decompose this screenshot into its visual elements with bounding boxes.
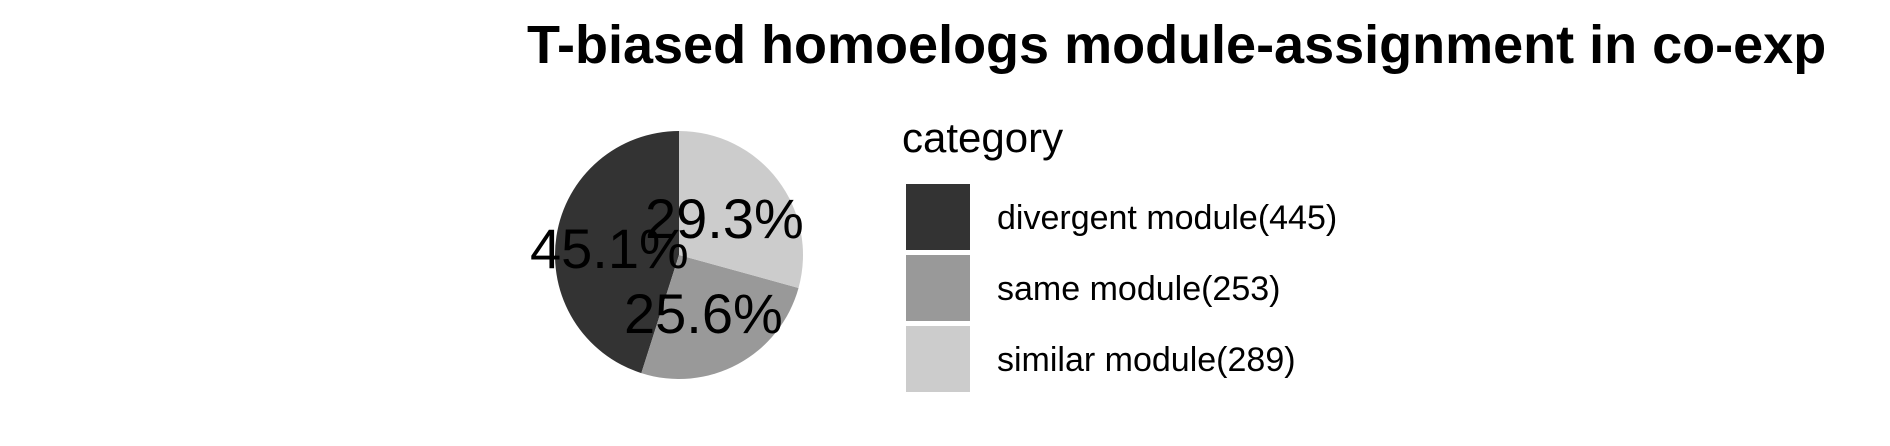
legend: category divergent module(445) same modul…: [902, 114, 1337, 392]
legend-key: [906, 326, 970, 392]
slice-percent-label: 45.1%: [530, 217, 689, 280]
legend-label: same module(253): [997, 270, 1280, 308]
chart-title: T-biased homoelogs module-assignment in …: [527, 15, 1826, 75]
pie-slices: [555, 131, 803, 379]
legend-key: [906, 255, 970, 321]
legend-label: similar module(289): [997, 341, 1296, 379]
legend-label: divergent module(445): [997, 199, 1337, 237]
pie-slice-similar-module: [679, 131, 803, 288]
slice-percent-label: 29.3%: [645, 187, 804, 250]
pie-slice-divergent-module: [555, 131, 679, 374]
legend-key: [906, 184, 970, 250]
pie-slice-labels: 45.1%29.3% 25.6%: [530, 187, 804, 345]
pie-slice-same-module: [641, 255, 799, 379]
slice-percent-label: 25.6%: [624, 282, 783, 345]
legend-title: category: [902, 114, 1063, 161]
